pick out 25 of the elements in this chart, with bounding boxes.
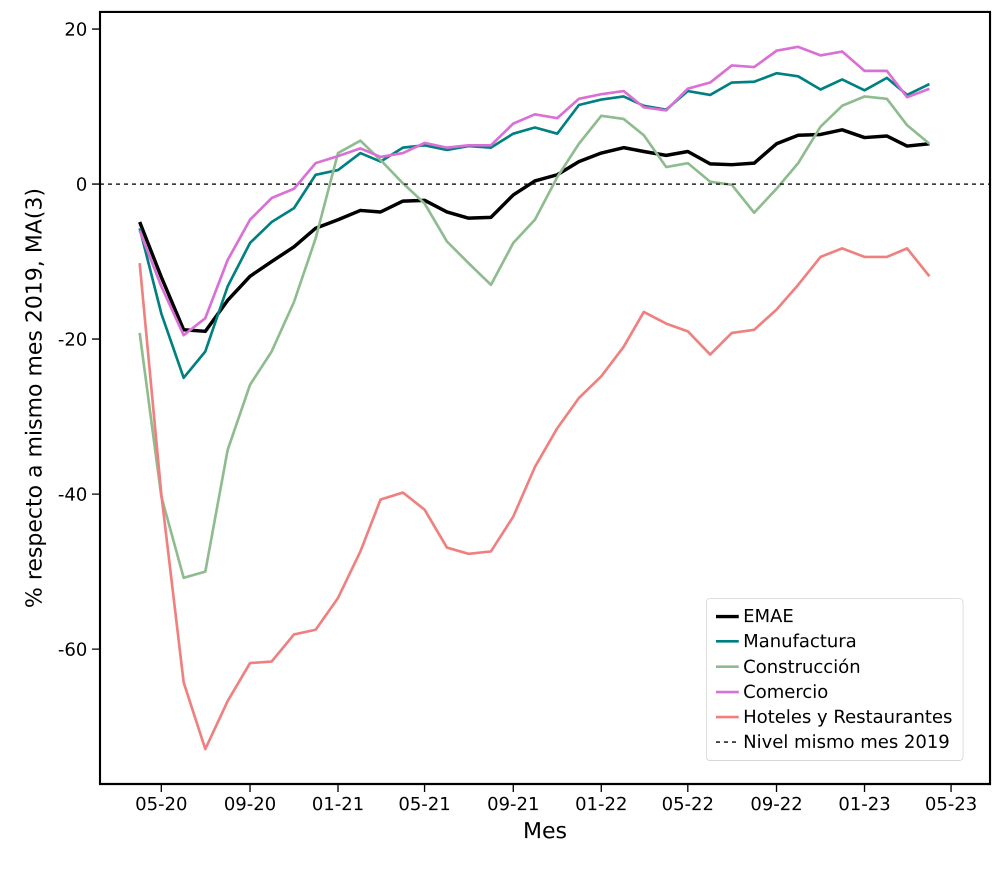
y-tick-label: -40 <box>58 487 86 501</box>
line-series <box>138 46 931 337</box>
x-tick-label: 01-22 <box>576 796 626 810</box>
legend-label: Comercio <box>744 684 828 698</box>
x-axis-title: Mes <box>525 822 566 838</box>
y-tick-label: 0 <box>77 177 86 191</box>
legend-label: EMAE <box>744 609 793 622</box>
legend-label: Construcción <box>744 658 860 674</box>
legend-label: Hoteles y Restaurantes <box>744 709 952 727</box>
y-tick-label: -20 <box>58 332 86 346</box>
line-series <box>138 95 931 580</box>
x-tick-label: 01-21 <box>313 796 362 810</box>
x-tick-label: 09-21 <box>488 796 538 810</box>
x-tick-label: 05-21 <box>400 796 450 810</box>
x-tick-label: 05-20 <box>136 796 186 810</box>
x-tick-label: 05-23 <box>926 796 976 810</box>
y-tick-label: 20 <box>66 22 86 36</box>
legend-label: Manufactura <box>744 633 856 648</box>
x-tick-label: 05-22 <box>662 796 712 810</box>
x-tick-label: 09-22 <box>752 796 801 810</box>
x-tick-label: 01-23 <box>840 796 890 810</box>
x-tick-label: 09-20 <box>225 796 275 810</box>
y-axis-title: % respecto a mismo mes 2019, MA(3) <box>24 190 46 607</box>
legend-label: Nivel mismo mes 2019 <box>744 734 948 748</box>
y-tick-label: -60 <box>58 642 86 656</box>
